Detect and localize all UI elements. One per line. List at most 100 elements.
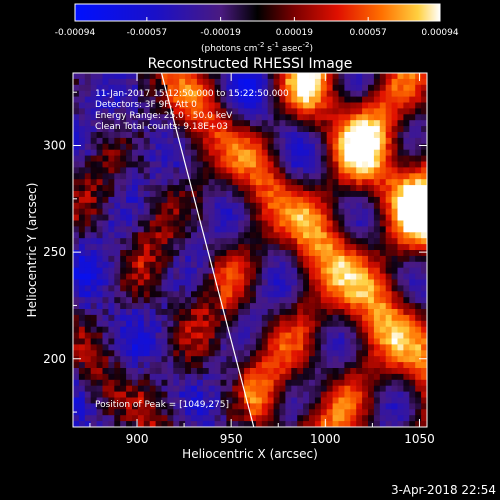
colorbar-tick-label: 0.00057 <box>350 28 387 38</box>
heatmap-cell <box>244 291 251 298</box>
heatmap-cell <box>244 362 251 369</box>
heatmap-cell <box>220 202 227 210</box>
heatmap-cell <box>78 320 86 328</box>
heatmap-cell <box>379 232 387 239</box>
heatmap-cell <box>379 279 387 286</box>
heatmap-cell <box>391 338 398 345</box>
heatmap-cell <box>73 220 80 227</box>
heatmap-cell <box>379 143 387 151</box>
heatmap-cell <box>185 149 192 156</box>
heatmap-cell <box>143 368 151 375</box>
heatmap-cell <box>261 267 269 274</box>
heatmap-cell <box>279 391 286 398</box>
heatmap-cell <box>421 73 427 80</box>
heatmap-cell <box>161 155 168 162</box>
heatmap-cell <box>96 314 103 322</box>
timestamp: 3-Apr-2018 22:54 <box>391 483 496 497</box>
heatmap-cell <box>297 161 304 168</box>
heatmap-cell <box>179 173 186 180</box>
heatmap-cell <box>90 391 97 398</box>
heatmap-cell <box>78 255 86 263</box>
heatmap-cell <box>391 149 398 156</box>
heatmap-cell <box>214 202 221 210</box>
heatmap-cell <box>114 403 121 410</box>
heatmap-cell <box>126 397 133 404</box>
heatmap-cell <box>267 255 274 263</box>
heatmap-cell <box>344 73 351 80</box>
heatmap-cell <box>96 385 103 392</box>
heatmap-cell <box>303 108 310 115</box>
heatmap-cell <box>191 297 198 304</box>
heatmap-cell <box>403 267 410 274</box>
heatmap-cell <box>415 379 422 387</box>
heatmap-cell <box>415 267 422 274</box>
heatmap-cell <box>314 78 322 86</box>
heatmap-cell <box>155 273 162 280</box>
heatmap-cell <box>279 267 286 274</box>
heatmap-cell <box>403 291 410 298</box>
heatmap-cell <box>267 338 274 345</box>
heatmap-cell <box>391 261 398 269</box>
heatmap-cell <box>202 338 210 345</box>
heatmap-cell <box>379 403 387 410</box>
heatmap-cell <box>214 220 221 227</box>
heatmap-cell <box>368 185 375 192</box>
heatmap-cell <box>267 421 274 427</box>
heatmap-cell <box>273 126 280 133</box>
heatmap-cell <box>409 202 416 210</box>
heatmap-cell <box>202 297 210 304</box>
heatmap-cell <box>73 202 80 210</box>
heatmap-cell <box>415 368 422 375</box>
heatmap-cell <box>132 102 139 109</box>
heatmap-cell <box>78 78 86 86</box>
heatmap-cell <box>320 149 328 156</box>
heatmap-cell <box>368 143 375 151</box>
heatmap-cell <box>397 362 404 369</box>
heatmap-cell <box>279 120 286 127</box>
heatmap-cell <box>373 350 381 357</box>
heatmap-cell <box>232 326 239 333</box>
heatmap-cell <box>73 267 80 274</box>
heatmap-cell <box>191 255 198 263</box>
heatmap-cell <box>137 421 145 427</box>
heatmap-cell <box>208 220 215 227</box>
heatmap-cell <box>303 344 310 351</box>
heatmap-cell <box>191 167 198 174</box>
heatmap-cell <box>255 261 263 269</box>
heatmap-cell <box>421 238 427 245</box>
heatmap-cell <box>255 108 263 115</box>
heatmap-cell <box>350 149 357 156</box>
heatmap-cell <box>208 226 215 233</box>
heatmap-cell <box>244 191 251 198</box>
heatmap-cell <box>391 90 398 97</box>
heatmap-cell <box>385 255 392 263</box>
heatmap-cell <box>332 202 339 210</box>
heatmap-cell <box>214 338 221 345</box>
heatmap-cell <box>167 297 174 304</box>
heatmap-cell <box>362 273 369 280</box>
heatmap-cell <box>421 285 427 292</box>
heatmap-cell <box>338 73 345 80</box>
heatmap-cell <box>73 185 80 192</box>
heatmap-cell <box>250 232 257 239</box>
heatmap-cell <box>344 338 351 345</box>
heatmap-cell <box>303 362 310 369</box>
heatmap-cell <box>185 362 192 369</box>
heatmap-cell <box>415 238 422 245</box>
heatmap-cell <box>255 415 263 422</box>
heatmap-cell <box>250 350 257 357</box>
heatmap-cell <box>385 350 392 357</box>
heatmap-cell <box>179 332 186 339</box>
heatmap-cell <box>273 214 280 221</box>
heatmap-cell <box>114 320 121 328</box>
heatmap-cell <box>373 362 381 369</box>
heatmap-cell <box>114 303 121 310</box>
heatmap-cell <box>244 356 251 363</box>
heatmap-cell <box>309 108 316 115</box>
heatmap-cell <box>297 167 304 174</box>
heatmap-cell <box>344 120 351 127</box>
heatmap-cell <box>344 409 351 416</box>
heatmap-cell <box>161 397 168 404</box>
heatmap-cell <box>250 196 257 204</box>
heatmap-cell <box>232 202 239 210</box>
